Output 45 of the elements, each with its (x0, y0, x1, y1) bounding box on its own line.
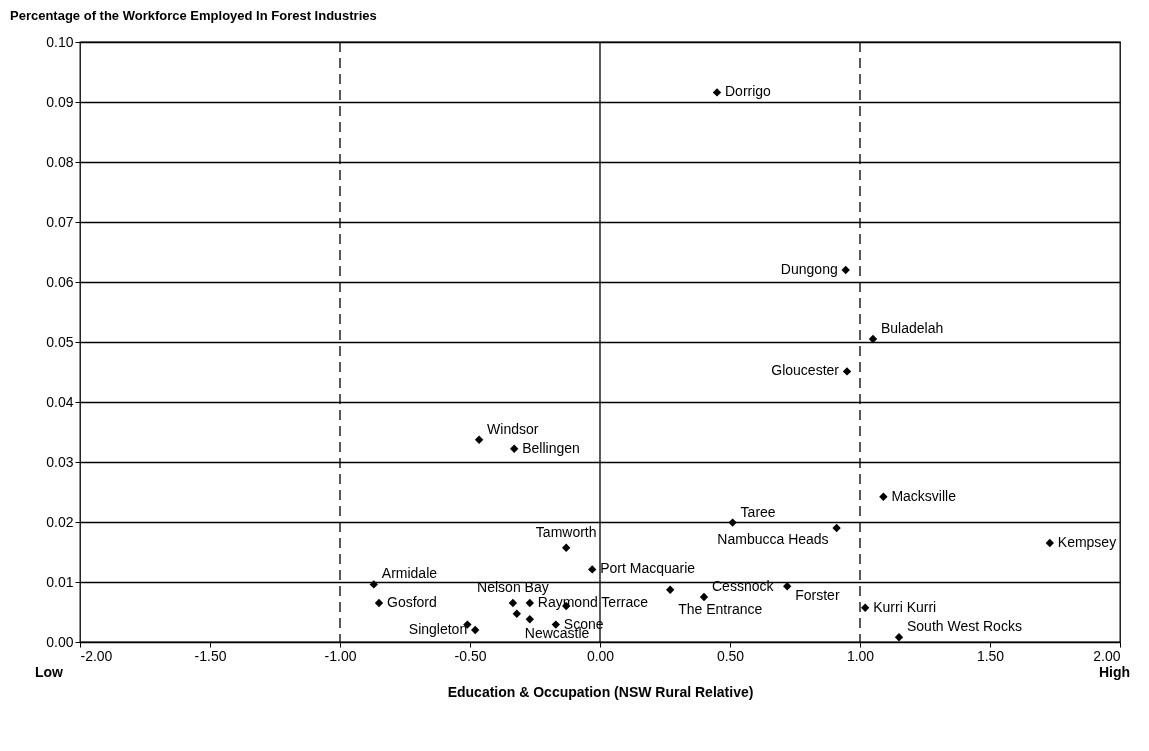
y-tick-label: 0.00 (46, 633, 74, 650)
y-tick-label: 0.05 (46, 333, 74, 350)
y-tick-label: 0.06 (46, 273, 74, 290)
annotation: Nambucca Heads (717, 531, 829, 547)
annotation: Taree (740, 503, 776, 520)
annotation: Windsor (487, 420, 539, 437)
annotation: South West Rocks (907, 618, 1022, 635)
x-tick-label: -0.50 (454, 647, 487, 664)
text: Low (35, 664, 64, 680)
annotation: Raymond Terrace (537, 594, 649, 610)
y-tick-label: 0.01 (46, 573, 74, 590)
y-tick-label: 0.09 (46, 93, 74, 110)
annotation: Dorrigo (725, 83, 772, 100)
y-tick-label: 0.07 (46, 213, 74, 230)
annotation: Singleton (408, 621, 468, 637)
annotation: Gloucester (771, 362, 840, 379)
annotation: Gosford (387, 594, 437, 610)
annotation: Forster (795, 587, 840, 604)
x-tick-label: -1.50 (194, 647, 227, 664)
x-tick-label: 1.00 (846, 647, 875, 664)
annotation: Bellingen (522, 439, 580, 456)
annotation: Buladelah (881, 320, 944, 336)
x-tick-label: 1.50 (976, 647, 1005, 664)
x-tick-label: -2.00 (80, 647, 113, 664)
chart-title: Percentage of the Workforce Employed In Forest Industries (10, 8, 377, 23)
annotation: Dungong (780, 261, 838, 277)
y-tick-label: 0.03 (46, 453, 74, 470)
annotation: Port Macquarie (600, 560, 696, 577)
y-tick-label: 0.04 (46, 393, 74, 410)
annotation: Macksville (891, 487, 957, 504)
annotation: Kempsey (1057, 534, 1117, 550)
annotation: Armidale (381, 565, 438, 582)
x-tick-label: 0.50 (716, 647, 745, 664)
x-tick-label: 2.00 (1093, 647, 1121, 664)
y-tick-label: 0.08 (46, 153, 74, 170)
y-tick-label: 0.02 (46, 513, 74, 530)
y-tick-label: 0.10 (46, 33, 74, 50)
annotation: Tamworth (535, 523, 597, 540)
annotation: The Entrance (678, 600, 763, 617)
annotation: Cessnock (712, 578, 775, 594)
text: High (1098, 664, 1130, 680)
x-tick-label: 0.00 (586, 647, 615, 664)
x-tick-label: -1.00 (324, 647, 357, 664)
annotation: Kurri Kurri (873, 598, 937, 615)
x-axis-title: Education & Occupation (NSW Rural Relative) (447, 683, 754, 700)
